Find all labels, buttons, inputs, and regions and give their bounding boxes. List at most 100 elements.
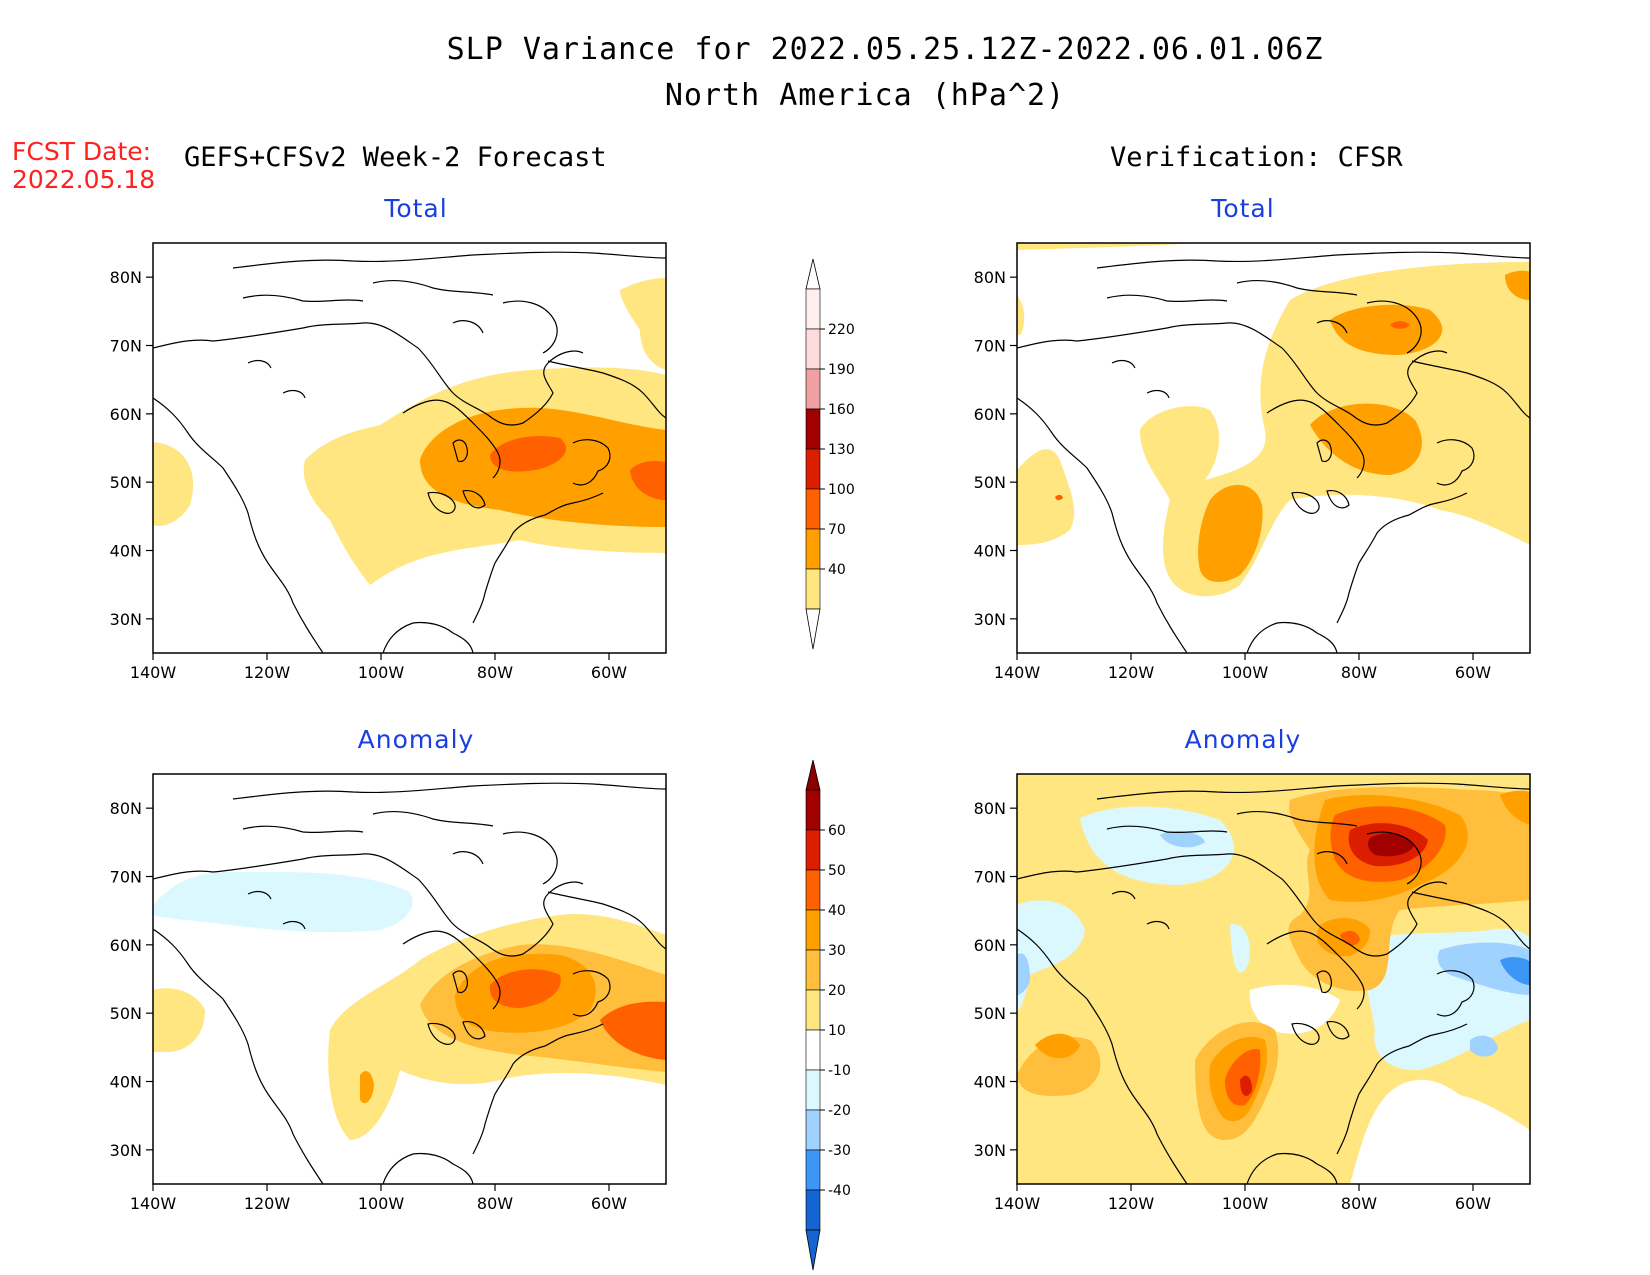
lat-tick-label: 60N (110, 405, 142, 424)
shading-verification-anomaly (1017, 774, 1530, 1184)
coastline-segment (1246, 621, 1338, 653)
coastline-segment (1316, 970, 1332, 994)
coastline-segment (452, 439, 468, 463)
colorbar-top-arrow (805, 258, 821, 290)
colorbar-box (805, 368, 821, 410)
colorbar-box (805, 1149, 821, 1191)
lon-tick-label: 100W (358, 663, 405, 682)
coastline-segment (232, 251, 666, 269)
coastline-segment (452, 831, 558, 885)
coastline-segment (462, 490, 486, 509)
coastline-segment (1326, 1021, 1350, 1040)
coastline-segment (1111, 359, 1170, 399)
frame-verification-anomaly (1016, 773, 1531, 1185)
panel-verification-total (1017, 243, 1530, 597)
colorbar-label: 100 (828, 482, 855, 498)
coastline-segment (1291, 1022, 1320, 1045)
frame-forecast-total (152, 242, 667, 654)
coastline-segment (153, 322, 584, 426)
coastline-segment (1266, 930, 1365, 1010)
forecast-header: GEFS+CFSv2 Week-2 Forecast (184, 142, 607, 173)
panel-forecast-anomaly (153, 871, 666, 1140)
coastline-segment (232, 782, 666, 800)
colorbar-box (805, 328, 821, 370)
coastline-forecast-total (153, 251, 666, 653)
colorbar-label: 220 (828, 322, 855, 338)
frame-verification-total (1016, 242, 1531, 654)
lon-tick-label: 60W (591, 1194, 627, 1213)
lon-tick-label: 100W (358, 1194, 405, 1213)
colorbar-label: 10 (828, 1023, 846, 1039)
lat-tick-label: 50N (110, 1004, 142, 1023)
lat-tick-label: 60N (974, 936, 1006, 955)
coastline-segment (402, 399, 501, 479)
coastline-segment (1316, 831, 1422, 885)
lat-tick-label: 70N (974, 337, 1006, 356)
colorbar-box (805, 448, 821, 490)
lon-tick-label: 80W (1341, 1194, 1377, 1213)
colorbars: 220 190 160 130 100 70 40 60 50 40 30 20 10 -10 -20 -30… (805, 258, 855, 1271)
coastline-segment (242, 810, 494, 834)
lon-tick-label: 100W (1222, 1194, 1269, 1213)
coastline-segment (1266, 399, 1365, 479)
colorbar-box (805, 869, 821, 911)
colorbar-box (805, 789, 821, 831)
panel-verification-anomaly (1017, 774, 1530, 1184)
coastline-segment (1106, 810, 1358, 834)
coastline-segment (1017, 853, 1448, 957)
frame-forecast-anomaly (152, 773, 667, 1185)
lon-tick-label: 60W (1455, 663, 1491, 682)
colorbar-box (805, 1029, 821, 1071)
coastline-segment (1111, 890, 1170, 930)
coastline-segment (1411, 891, 1530, 950)
colorbar-label: 40 (828, 903, 846, 919)
lon-tick-label: 80W (477, 663, 513, 682)
coastline-segment (1096, 782, 1530, 800)
panel-forecast-total (153, 278, 666, 585)
lon-tick-label: 80W (477, 1194, 513, 1213)
fcst-date-block: FCST Date: 2022.05.18 (12, 138, 155, 194)
colorbar-bottom-arrow (805, 1229, 821, 1271)
coastline-segment (1411, 360, 1530, 419)
axis-tick-labels: 80N 70N 60N 50N 40N 30N 140W 120W 100W 80W 60W 80N 7… (110, 268, 1492, 1213)
lat-tick-label: 40N (110, 542, 142, 561)
coastline-segment (402, 930, 501, 1010)
lon-tick-label: 140W (994, 663, 1041, 682)
colorbar-box (805, 989, 821, 1031)
colorbar-box (805, 1069, 821, 1111)
coastline-segment (1017, 928, 1188, 1184)
panel-frames (152, 242, 1531, 1185)
lat-tick-label: 30N (974, 1141, 1006, 1160)
fcst-date-value: 2022.05.18 (12, 165, 156, 194)
coastline-segment (1336, 1023, 1468, 1155)
colorbar-box (805, 829, 821, 871)
colorbar-box (805, 408, 821, 450)
main-title: SLP Variance for 2022.05.25.12Z-2022.06.… (446, 32, 1324, 67)
panel-title-total-forecast: Total (384, 194, 448, 223)
coastline-segment (1246, 1152, 1338, 1184)
coastline-segment (1436, 439, 1475, 486)
colorbar-label: 50 (828, 863, 846, 879)
coastline-segment (247, 359, 306, 399)
colorbar-box (805, 568, 821, 610)
verification-header: Verification: CFSR (1110, 142, 1403, 173)
coastline-segment (1096, 251, 1530, 269)
coastline-segment (153, 853, 584, 957)
coastline-segment (547, 360, 666, 419)
coastline-segment (1017, 322, 1448, 426)
coastline-segment (242, 279, 494, 303)
coastline-segment (452, 300, 558, 354)
coastline-segment (1106, 279, 1358, 303)
coastline-segment (382, 1152, 474, 1184)
lat-tick-label: 70N (110, 868, 142, 887)
lat-tick-label: 40N (974, 542, 1006, 561)
colorbar-anomaly: 60 50 40 30 20 10 -10 -20 -30 -40 (805, 759, 851, 1271)
coastline-segment (153, 397, 324, 653)
lon-tick-label: 80W (1341, 663, 1377, 682)
colorbar-box (805, 528, 821, 570)
colorbar-label: -40 (828, 1183, 851, 1199)
lat-tick-label: 80N (974, 268, 1006, 287)
coastline-segment (452, 970, 468, 994)
coastline-segment (1436, 970, 1475, 1017)
